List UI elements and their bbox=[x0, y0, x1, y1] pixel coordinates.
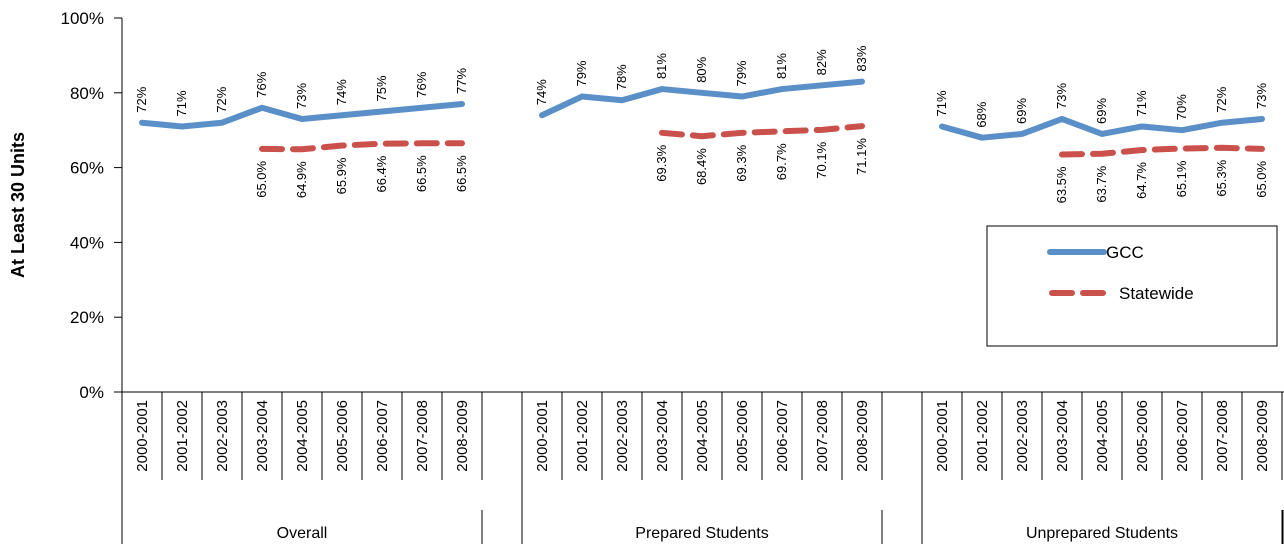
series-lines bbox=[139, 78, 1265, 158]
gcc-line bbox=[539, 78, 865, 119]
statewide-data-label: 71.1% bbox=[854, 138, 869, 175]
statewide-data-label: 68.4% bbox=[694, 148, 709, 185]
x-category-label: 2005-2006 bbox=[1134, 400, 1151, 472]
axes: 0% 20% 40% 60% 80% 100% 2000-2001 2001-2002 2002… bbox=[61, 9, 1284, 544]
x-category-label: 2002-2003 bbox=[1014, 400, 1031, 472]
x-category-label: 2002-2003 bbox=[614, 400, 631, 472]
legend-statewide-label: Statewide bbox=[1119, 284, 1194, 303]
gcc-data-label: 71% bbox=[1134, 90, 1149, 116]
y-tick-label: 80% bbox=[70, 84, 104, 103]
gcc-data-label: 81% bbox=[654, 53, 669, 79]
x-group-label: Overall bbox=[277, 525, 328, 542]
gcc-data-label: 73% bbox=[294, 83, 309, 109]
y-tick-label: 40% bbox=[70, 233, 104, 252]
x-group-label: Unprepared Students bbox=[1026, 525, 1178, 542]
gcc-data-label: 76% bbox=[254, 71, 269, 97]
gcc-line bbox=[139, 101, 465, 130]
statewide-line bbox=[659, 123, 865, 140]
gcc-data-label: 78% bbox=[614, 64, 629, 90]
gcc-data-label: 80% bbox=[694, 56, 709, 82]
x-category-label: 2001-2002 bbox=[174, 400, 191, 472]
gcc-data-label: 68% bbox=[974, 101, 989, 127]
statewide-data-label: 66.5% bbox=[414, 155, 429, 192]
gcc-data-label: 81% bbox=[774, 53, 789, 79]
statewide-data-label: 65.0% bbox=[254, 160, 269, 197]
statewide-line bbox=[259, 140, 465, 153]
statewide-data-label: 69.3% bbox=[734, 144, 749, 181]
y-axis-title: At Least 30 Units bbox=[8, 132, 28, 278]
x-category-label: 2000-2001 bbox=[134, 400, 151, 472]
statewide-line bbox=[1059, 144, 1265, 158]
x-category-label: 2007-2008 bbox=[414, 400, 431, 472]
x-category-label: 2000-2001 bbox=[934, 400, 951, 472]
x-category-label: 2000-2001 bbox=[534, 400, 551, 472]
x-group-label: Prepared Students bbox=[635, 525, 768, 542]
gcc-data-label: 82% bbox=[814, 49, 829, 75]
statewide-data-label: 65.1% bbox=[1174, 160, 1189, 197]
gcc-data-label: 72% bbox=[1214, 86, 1229, 112]
y-tick-label: 60% bbox=[70, 159, 104, 178]
x-category-label: 2006-2007 bbox=[774, 400, 791, 472]
statewide-data-label: 64.7% bbox=[1134, 162, 1149, 199]
statewide-data-label: 63.7% bbox=[1094, 165, 1109, 202]
gcc-data-label: 77% bbox=[454, 68, 469, 94]
gcc-data-label: 83% bbox=[854, 45, 869, 71]
statewide-data-label: 69.7% bbox=[774, 143, 789, 180]
gcc-data-label: 79% bbox=[734, 60, 749, 86]
x-category-label: 2006-2007 bbox=[374, 400, 391, 472]
legend-box bbox=[986, 225, 1278, 347]
y-tick-label: 0% bbox=[79, 383, 104, 402]
statewide-data-label: 69.3% bbox=[654, 144, 669, 181]
x-category-label: 2004-2005 bbox=[1094, 400, 1111, 472]
x-category-label: 2001-2002 bbox=[974, 400, 991, 472]
statewide-data-label: 70.1% bbox=[814, 141, 829, 178]
gcc-data-label: 79% bbox=[574, 60, 589, 86]
x-category-label: 2005-2006 bbox=[734, 400, 751, 472]
x-category-label: 2004-2005 bbox=[294, 400, 311, 472]
statewide-data-label: 65.3% bbox=[1214, 159, 1229, 196]
x-category-label: 2008-2009 bbox=[1254, 400, 1271, 472]
gcc-data-label: 71% bbox=[174, 90, 189, 116]
gcc-data-label: 71% bbox=[934, 90, 949, 116]
gcc-data-label: 72% bbox=[214, 86, 229, 112]
statewide-data-label: 64.9% bbox=[294, 161, 309, 198]
x-category-label: 2005-2006 bbox=[334, 400, 351, 472]
x-category-label: 2001-2002 bbox=[574, 400, 591, 472]
statewide-data-label: 65.9% bbox=[334, 157, 349, 194]
statewide-data-label: 63.5% bbox=[1054, 166, 1069, 203]
gcc-data-label: 73% bbox=[1054, 83, 1069, 109]
x-category-label: 2007-2008 bbox=[814, 400, 831, 472]
y-tick-label: 20% bbox=[70, 308, 104, 327]
gcc-data-label: 75% bbox=[374, 75, 389, 101]
gcc-data-label: 74% bbox=[334, 79, 349, 105]
data-labels: 72% 71% 72% 76% 73% 74% 75% 76% 77% 65.0% 64.9% 65.… bbox=[134, 45, 1269, 203]
gcc-data-label: 69% bbox=[1014, 97, 1029, 123]
statewide-data-label: 66.5% bbox=[454, 155, 469, 192]
x-category-label: 2003-2004 bbox=[254, 400, 271, 472]
x-category-label: 2006-2007 bbox=[1174, 400, 1191, 472]
legend: GCC Statewide bbox=[986, 225, 1278, 347]
gcc-data-label: 72% bbox=[134, 86, 149, 112]
gcc-data-label: 69% bbox=[1094, 97, 1109, 123]
gcc-data-label: 70% bbox=[1174, 94, 1189, 120]
y-tick-label: 100% bbox=[61, 9, 104, 28]
gcc-line bbox=[939, 115, 1265, 141]
x-category-label: 2008-2009 bbox=[854, 400, 871, 472]
x-category-label: 2008-2009 bbox=[454, 400, 471, 472]
x-category-label: 2007-2008 bbox=[1214, 400, 1231, 472]
x-category-label: 2003-2004 bbox=[654, 400, 671, 472]
gcc-data-label: 76% bbox=[414, 71, 429, 97]
x-category-label: 2002-2003 bbox=[214, 400, 231, 472]
x-category-label: 2003-2004 bbox=[1054, 400, 1071, 472]
statewide-data-label: 66.4% bbox=[374, 155, 389, 192]
gcc-data-label: 73% bbox=[1254, 83, 1269, 109]
legend-gcc-label: GCC bbox=[1106, 243, 1144, 262]
statewide-data-label: 65.0% bbox=[1254, 160, 1269, 197]
gcc-data-label: 74% bbox=[534, 79, 549, 105]
x-category-label: 2004-2005 bbox=[694, 400, 711, 472]
